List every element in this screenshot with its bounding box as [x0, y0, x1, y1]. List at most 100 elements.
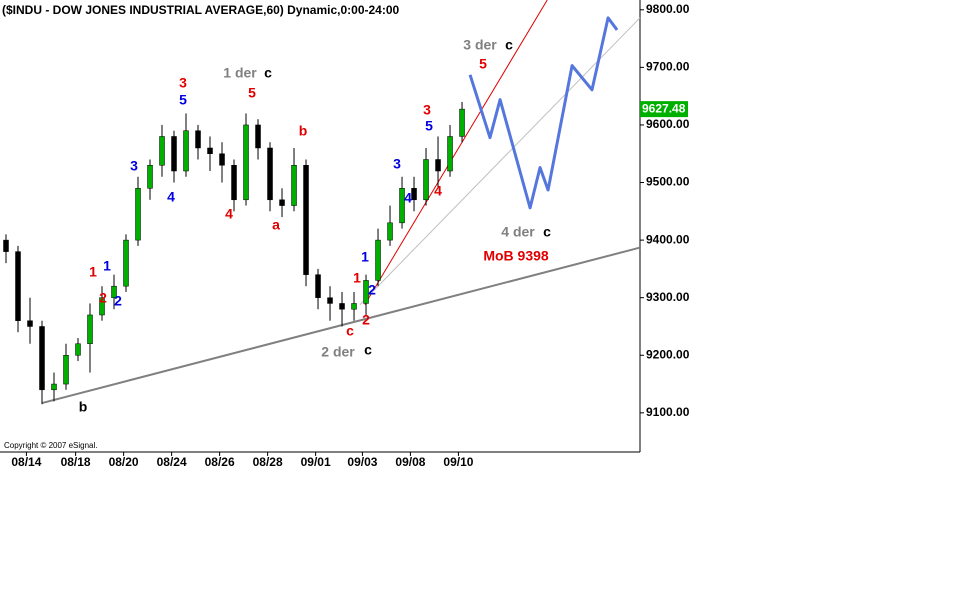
- wave-label: 3: [393, 156, 401, 172]
- wave-label: 2: [99, 290, 107, 306]
- candle-body: [243, 124, 249, 201]
- candle-body: [303, 165, 309, 275]
- candle-body: [315, 274, 321, 298]
- x-tick-label: 08/24: [157, 455, 187, 469]
- wave-label: b: [79, 399, 88, 415]
- candle-body: [219, 153, 225, 166]
- x-tick-label: 09/03: [347, 455, 377, 469]
- candle-body: [171, 136, 177, 172]
- candle-body: [75, 343, 81, 356]
- wave-label: 3: [179, 75, 187, 91]
- wave-label: 4 der: [501, 224, 535, 240]
- wave-label: 3 der: [463, 37, 497, 53]
- candle-body: [279, 199, 285, 206]
- candle-body: [111, 285, 117, 298]
- candle-body: [207, 147, 213, 154]
- wave-label: a: [272, 217, 280, 233]
- wave-label: 1: [361, 249, 369, 265]
- wave-label: c: [264, 65, 272, 81]
- candle-body: [27, 320, 33, 327]
- candle-body: [459, 108, 465, 137]
- wave-label: 1: [103, 258, 111, 274]
- candle-body: [63, 355, 69, 385]
- candle-body: [231, 165, 237, 201]
- trendline: [359, 17, 641, 305]
- candle-body: [255, 124, 261, 149]
- candle-body: [351, 303, 357, 310]
- candle-body: [327, 297, 333, 304]
- candle-body: [39, 326, 45, 391]
- candle-body: [3, 239, 9, 252]
- wave-label: 3: [423, 102, 431, 118]
- x-tick-label: 08/28: [253, 455, 283, 469]
- candle-body: [15, 251, 21, 321]
- wave-label: 4: [434, 183, 442, 199]
- wave-label: c: [346, 323, 354, 339]
- wave-label: MoB 9398: [483, 248, 549, 264]
- y-tick-label: 9800.00: [646, 2, 690, 16]
- copyright: Copyright © 2007 eSignal.: [4, 441, 98, 450]
- x-tick-label: 09/01: [301, 455, 331, 469]
- wave-label: 4: [225, 206, 233, 222]
- y-tick-label: 9300.00: [646, 290, 690, 304]
- candle-body: [399, 188, 405, 224]
- x-tick-label: 08/14: [11, 455, 41, 469]
- candle-body: [339, 303, 345, 310]
- x-tick-label: 08/20: [109, 455, 139, 469]
- candle-body: [195, 130, 201, 149]
- candle-body: [123, 239, 129, 287]
- x-tick-label: 09/10: [443, 455, 473, 469]
- candle-body: [159, 136, 165, 166]
- wave-label: 2 der: [321, 344, 355, 360]
- y-tick-label: 9600.00: [646, 117, 690, 131]
- wave-label: 2: [114, 293, 122, 309]
- candle-body: [411, 188, 417, 201]
- wave-label: 5: [248, 85, 256, 101]
- candle-body: [267, 147, 273, 201]
- candle-body: [447, 136, 453, 172]
- wave-label: c: [364, 342, 372, 358]
- wave-label: 5: [179, 92, 187, 108]
- y-tick-label: 9500.00: [646, 175, 690, 189]
- wave-label: 4: [404, 190, 412, 206]
- wave-label: 2: [368, 282, 376, 298]
- candle-body: [99, 297, 105, 316]
- y-tick-label: 9200.00: [646, 347, 690, 361]
- chart-title: ($INDU - DOW JONES INDUSTRIAL AVERAGE,60…: [2, 3, 400, 17]
- wave-label: c: [543, 224, 551, 240]
- y-tick-label: 9100.00: [646, 405, 690, 419]
- candle-body: [375, 239, 381, 281]
- trendline: [41, 246, 641, 405]
- candle-body: [435, 159, 441, 172]
- projection: [468, 16, 619, 210]
- candle-body: [135, 188, 141, 241]
- candle-body: [363, 280, 369, 304]
- last-price-label: 9627.48: [642, 101, 686, 115]
- trendline: [364, 0, 548, 305]
- wave-label: 3: [130, 158, 138, 174]
- wave-label: 1: [353, 270, 361, 286]
- wave-label: 5: [479, 56, 487, 72]
- candle-body: [423, 159, 429, 201]
- candle-body: [291, 165, 297, 206]
- x-tick-label: 08/26: [205, 455, 235, 469]
- wave-label: 2: [362, 312, 370, 328]
- x-tick-label: 08/18: [61, 455, 91, 469]
- wave-label: 1: [89, 264, 97, 280]
- candle-body: [183, 130, 189, 172]
- y-tick-label: 9400.00: [646, 232, 690, 246]
- wave-label: b: [299, 123, 308, 139]
- wave-label: 4: [167, 189, 175, 205]
- wave-label: 1 der: [223, 65, 257, 81]
- candle-body: [87, 314, 93, 345]
- x-tick-label: 09/08: [395, 455, 425, 469]
- wave-label: c: [505, 37, 513, 53]
- candle-body: [147, 165, 153, 189]
- candle-body: [51, 383, 57, 391]
- y-tick-label: 9700.00: [646, 60, 690, 74]
- wave-label: 5: [425, 118, 433, 134]
- candle-body: [387, 222, 393, 241]
- last-price-box: [640, 101, 688, 118]
